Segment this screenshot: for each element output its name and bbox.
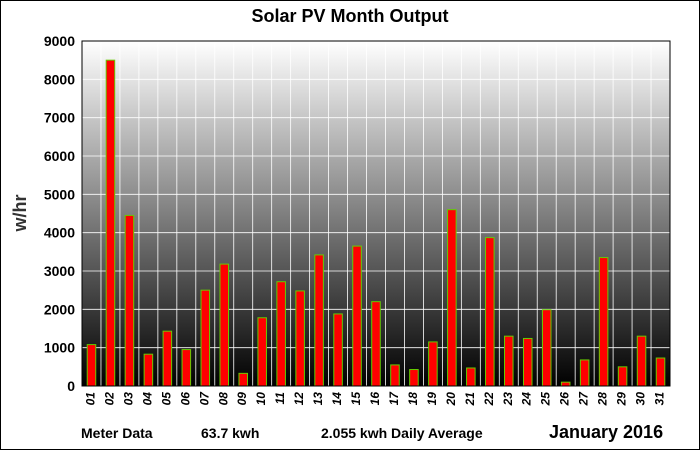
x-tick-label: 27: [577, 391, 591, 407]
y-tick-label: 3000: [44, 263, 75, 279]
chart-title: Solar PV Month Output: [252, 6, 449, 26]
y-tick-label: 9000: [44, 33, 75, 49]
x-tick-label: 20: [444, 392, 458, 407]
bar-07: [200, 289, 211, 387]
bars: [86, 59, 666, 387]
x-tick-label: 31: [653, 392, 667, 406]
bar-05: [162, 330, 173, 387]
x-tick-label: 03: [121, 392, 135, 406]
x-tick-label: 23: [501, 392, 515, 407]
bar-26: [560, 381, 571, 387]
y-tick-label: 2000: [44, 301, 75, 317]
x-tick-label: 16: [368, 392, 382, 406]
x-tick-label: 14: [330, 392, 344, 406]
bar-19: [428, 341, 438, 387]
x-tick-label: 25: [539, 392, 553, 407]
x-tick-label: 22: [482, 392, 496, 407]
x-tick-label: 07: [197, 391, 211, 406]
meter-data-label: Meter Data: [81, 425, 153, 441]
bar-23: [504, 335, 514, 387]
bar-21: [466, 367, 476, 387]
y-tick-label: 6000: [44, 148, 75, 164]
x-tick-labels: 01 02 03 04 05 06 07 08 09 10 11 12 13 14 15 16 17 18 19 20…: [83, 391, 666, 407]
x-tick-label: 24: [520, 392, 534, 407]
y-tick-label: 1000: [44, 340, 75, 356]
bar-11: [276, 281, 286, 387]
x-tick-label: 04: [140, 392, 154, 406]
bar-13: [314, 254, 324, 387]
x-tick-label: 18: [406, 392, 420, 406]
bar-10: [257, 317, 267, 387]
y-tick-label: 5000: [44, 186, 75, 202]
bar-03: [124, 214, 135, 387]
bar-28: [598, 257, 609, 387]
x-tick-label: 10: [254, 392, 268, 406]
daily-average: 2.055 kwh Daily Average: [321, 425, 483, 441]
bar-09: [238, 372, 248, 387]
x-tick-label: 11: [273, 392, 287, 405]
bar-24: [522, 337, 533, 387]
x-tick-label: 29: [615, 392, 629, 407]
y-axis-label: w/hr: [10, 194, 30, 232]
y-tick-label: 7000: [44, 110, 75, 126]
bar-17: [390, 364, 400, 387]
bar-18: [409, 369, 419, 387]
bar-30: [636, 335, 647, 387]
bar-29: [617, 366, 628, 387]
bar-27: [579, 359, 590, 387]
x-tick-label: 17: [387, 391, 401, 406]
x-tick-label: 15: [349, 392, 363, 406]
y-tick-label: 8000: [44, 71, 75, 87]
grid-lines: [82, 41, 670, 386]
period-label: January 2016: [549, 422, 664, 442]
bar-31: [655, 357, 666, 387]
bar-01: [86, 344, 97, 387]
plot-border: [81, 40, 671, 387]
x-tick-label: 12: [292, 392, 306, 406]
x-tick-label: 02: [102, 392, 116, 406]
x-tick-label: 21: [463, 392, 477, 407]
x-tick-label: 08: [216, 392, 230, 406]
x-tick-label: 05: [159, 392, 173, 406]
x-tick-label: 28: [596, 392, 610, 407]
x-tick-label: 06: [178, 392, 192, 406]
x-tick-label: 13: [311, 392, 325, 406]
y-tick-label: 4000: [44, 225, 75, 241]
bar-08: [219, 263, 230, 387]
total-output: 63.7 kwh: [201, 425, 260, 441]
bar-06: [181, 349, 192, 387]
x-tick-label: 19: [425, 392, 439, 406]
bar-22: [485, 237, 495, 387]
bar-25: [541, 309, 552, 387]
x-tick-label: 01: [83, 392, 97, 406]
bar-15: [352, 245, 362, 387]
y-tick-labels: 0 1000 2000 3000 4000 5000 6000 7000 8000 9000: [44, 33, 75, 394]
bar-16: [371, 301, 381, 387]
x-tick-label: 09: [235, 392, 249, 406]
x-tick-label: 30: [634, 392, 648, 406]
bar-14: [333, 313, 343, 387]
y-tick-label: 0: [67, 378, 75, 394]
bar-04: [143, 353, 154, 387]
x-tick-label: 26: [558, 392, 572, 407]
bar-02: [105, 59, 116, 387]
bar-12: [295, 290, 305, 387]
bar-20: [447, 209, 457, 387]
